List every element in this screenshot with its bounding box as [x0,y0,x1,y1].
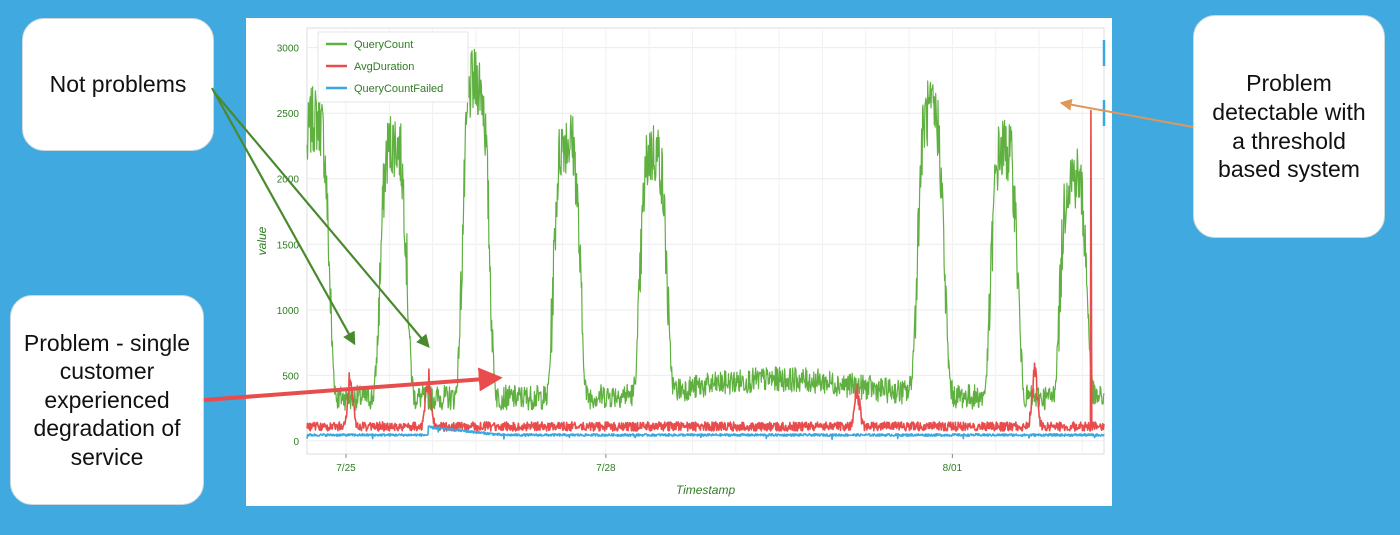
series-line-querycountfailed [306,425,1105,441]
y-tick-label: 0 [293,437,299,448]
x-tick-label: 7/25 [336,463,356,474]
x-axis-label: Timestamp [676,483,736,497]
chart-svg: 0 500 1000 1500 2000 2500 3000 7/25 7/28 8/01 Time… [255,27,1106,497]
chart-panel: 0 500 1000 1500 2000 2500 3000 7/25 7/28 8/01 Time… [246,18,1112,506]
legend-label: QueryCount [354,39,413,51]
callout-problem-threshold: Problem detectable with a threshold base… [1193,15,1385,238]
y-tick-label: 2500 [277,109,300,120]
callout-not-problems-text: Not problems [49,71,187,98]
callout-problem-single-customer: Problem - single customer experienced de… [10,295,204,505]
y-tick-label: 3000 [277,44,300,55]
y-tick-label: 1500 [277,240,300,251]
callout-problem-threshold-text: Problem detectable with a threshold base… [1212,70,1366,183]
series-line-avgduration [306,109,1105,432]
x-tick-label: 7/28 [596,463,616,474]
y-tick-label: 1000 [277,306,300,317]
legend-label: AvgDuration [354,61,414,73]
y-tick-label: 500 [282,371,299,382]
callout-problem-single-customer-text: Problem - single customer experienced de… [23,329,191,470]
legend-label: QueryCountFailed [354,83,443,95]
y-axis-label: value [255,226,269,255]
x-tick-label: 8/01 [943,463,963,474]
callout-not-problems: Not problems [22,18,214,151]
y-tick-label: 2000 [277,175,300,186]
legend: QueryCount AvgDuration QueryCountFailed [317,31,469,103]
series-line-querycount [306,48,1105,411]
